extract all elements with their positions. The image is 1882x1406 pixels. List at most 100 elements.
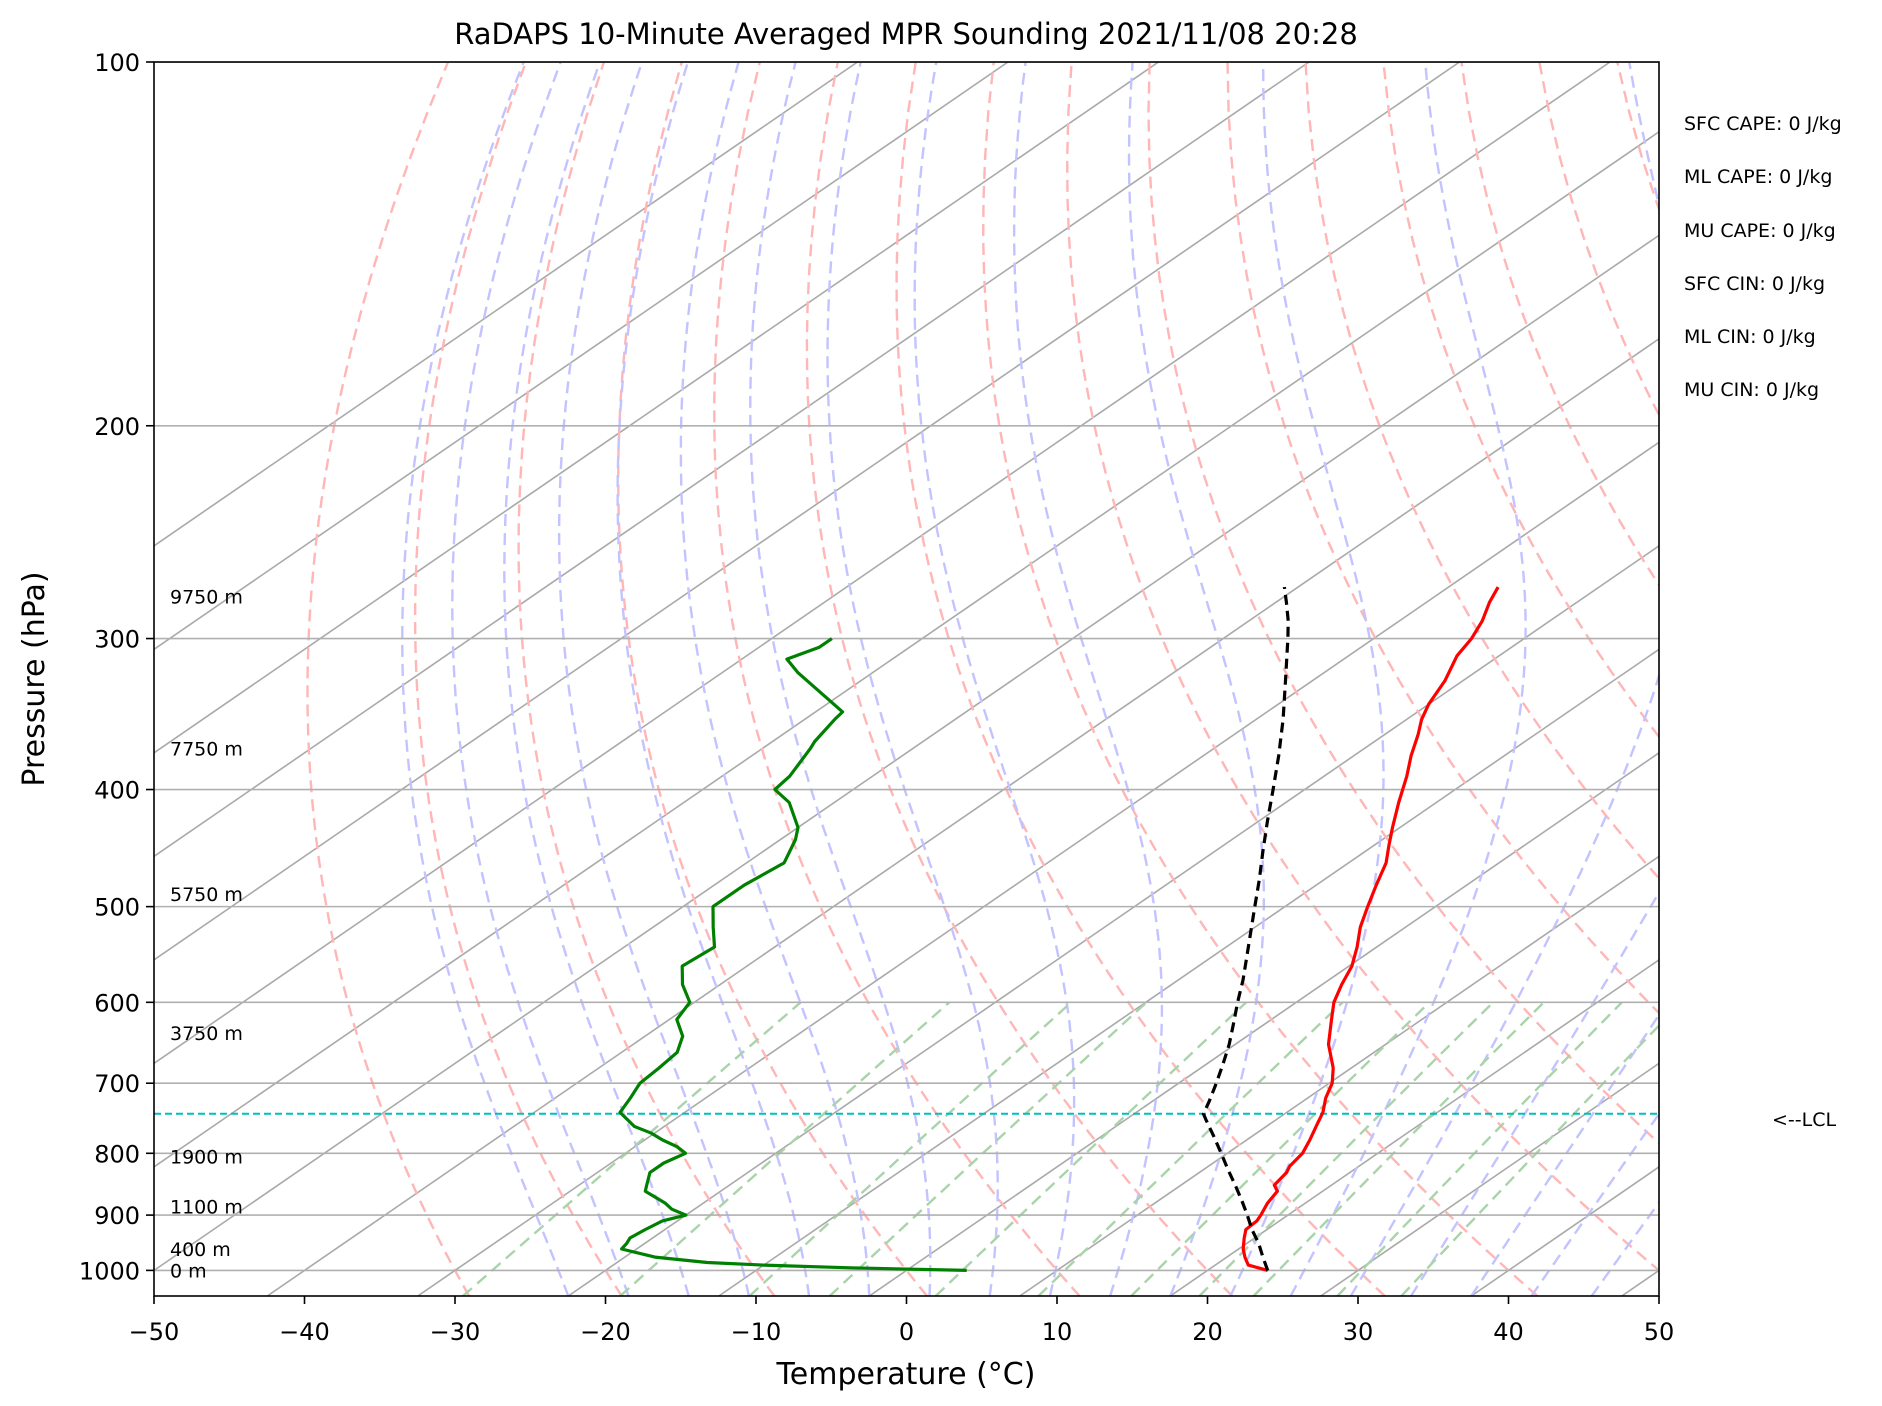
y-tick-label: 700 — [94, 1070, 140, 1098]
mu-cape-text: MU CAPE: 0 J/kg — [1684, 220, 1836, 242]
isotherm-line — [154, 130, 1659, 1168]
moist-adiabat-line — [1229, 62, 1385, 1296]
stability-indices: SFC CAPE: 0 J/kg ML CAPE: 0 J/kg MU CAPE… — [1684, 113, 1842, 401]
isotherm-line — [154, 62, 1611, 1065]
mixing-ratio-line — [1130, 1001, 1431, 1296]
isotherm-line — [154, 234, 1659, 1272]
temperature-trace — [1241, 586, 1500, 1272]
height-label: 1100 m — [170, 1196, 243, 1218]
isotherm-line — [154, 62, 1009, 651]
mixing-ratio-line — [828, 1001, 1148, 1296]
dry-adiabat-line — [616, 62, 928, 1296]
x-tick-label: 20 — [1192, 1318, 1223, 1346]
x-tick-label: −10 — [731, 1318, 782, 1346]
dry-adiabat-line — [1460, 62, 1659, 587]
isotherm-line — [1621, 1269, 1659, 1296]
x-tick-label: 10 — [1042, 1318, 1073, 1346]
x-tick-label: −30 — [430, 1318, 481, 1346]
mixing-ratio-line — [1336, 1001, 1623, 1296]
background-lines — [154, 62, 1882, 1296]
x-tick-label: 0 — [899, 1318, 914, 1346]
moist-adiabat-line — [749, 62, 932, 1296]
dry-adiabat-line — [517, 62, 776, 1296]
isotherm-line — [154, 62, 858, 547]
height-label: 0 m — [170, 1260, 207, 1282]
height-labels: 0 m 400 m 1100 m 1900 m 3750 m 5750 m 77… — [170, 587, 243, 1283]
x-tick-label: 40 — [1493, 1318, 1524, 1346]
moist-adiabat-line — [1590, 1200, 1659, 1296]
mu-cin-text: MU CIN: 0 J/kg — [1684, 379, 1819, 401]
dewpoint-trace — [618, 637, 967, 1272]
isotherm-line — [868, 751, 1659, 1296]
height-label: 1900 m — [170, 1147, 243, 1169]
isotherm-line — [417, 441, 1659, 1296]
dry-adiabat-line — [713, 62, 1081, 1296]
isotherm-line — [718, 648, 1659, 1296]
pressure-gridlines — [154, 62, 1659, 1272]
isotherm-line — [154, 62, 1159, 754]
y-tick-label: 900 — [94, 1202, 140, 1230]
moist-adiabat-line — [1127, 62, 1265, 1296]
dry-adiabat-line — [1147, 62, 1659, 1145]
dry-adiabat-line — [306, 62, 471, 1296]
y-tick-label: 1000 — [79, 1257, 140, 1285]
isotherm-line — [1019, 855, 1659, 1296]
sounding-traces — [154, 586, 1659, 1272]
mixing-ratio-line — [1198, 1001, 1495, 1296]
x-axis-ticks: −50 −40 −30 −20 −10 0 10 20 30 40 50 — [129, 1296, 1675, 1346]
y-tick-label: 600 — [94, 989, 140, 1017]
mixing-ratio-line — [748, 1001, 1073, 1296]
parcel-trace — [1201, 586, 1290, 1271]
y-tick-label: 800 — [94, 1140, 140, 1168]
lcl-label: <--LCL — [1772, 1109, 1836, 1131]
y-tick-label: 300 — [94, 626, 140, 654]
moist-adiabat-line — [679, 62, 871, 1296]
dry-adiabat-line — [1851, 62, 1882, 1296]
moist-adiabat-line — [913, 62, 1076, 1296]
moist-adiabat-line — [1349, 62, 1659, 1296]
isotherm-line — [154, 62, 1310, 858]
x-tick-label: 50 — [1644, 1318, 1675, 1346]
moist-adiabat-line — [1470, 1012, 1659, 1296]
dry-adiabat-line — [895, 62, 1386, 1296]
mixing-ratio-line — [1400, 1023, 1659, 1296]
y-tick-label: 400 — [94, 777, 140, 805]
y-axis-label: Pressure (hPa) — [17, 571, 52, 786]
mixing-ratio-line — [619, 1001, 951, 1296]
height-label: 5750 m — [170, 884, 243, 906]
dry-adiabat-line — [1382, 62, 1659, 739]
sfc-cape-text: SFC CAPE: 0 J/kg — [1684, 113, 1842, 135]
x-tick-label: −50 — [129, 1318, 180, 1346]
sfc-cin-text: SFC CIN: 0 J/kg — [1684, 273, 1825, 295]
moist-adiabat-line — [1530, 1112, 1659, 1296]
height-label: 3750 m — [170, 1023, 243, 1045]
dry-adiabat-line — [1304, 62, 1659, 881]
mixing-ratio-line — [1252, 1001, 1545, 1296]
dry-adiabat-line — [413, 62, 623, 1296]
moist-adiabat-line — [503, 62, 690, 1296]
y-tick-label: 500 — [94, 894, 140, 922]
height-label: 400 m — [170, 1239, 231, 1261]
chart-title: RaDAPS 10-Minute Averaged MPR Sounding 2… — [454, 17, 1358, 51]
isotherm-line — [1320, 1062, 1659, 1296]
y-tick-label: 200 — [94, 413, 140, 441]
moist-adiabat-line — [401, 62, 570, 1296]
dry-adiabat-line — [1226, 62, 1659, 1015]
isotherm-line — [266, 337, 1659, 1296]
height-label: 9750 m — [170, 587, 243, 609]
mixing-ratio-line — [1037, 1001, 1344, 1296]
y-axis-ticks: 100 200 300 400 500 600 700 800 900 1000 — [79, 49, 154, 1285]
ml-cape-text: ML CAPE: 0 J/kg — [1684, 166, 1832, 188]
x-tick-label: 30 — [1343, 1318, 1374, 1346]
moist-adiabat-line — [557, 62, 751, 1296]
x-tick-label: −40 — [279, 1318, 330, 1346]
moist-adiabat-line — [1410, 889, 1659, 1296]
dry-adiabat-line — [1065, 62, 1659, 1272]
y-tick-label: 100 — [94, 49, 140, 77]
isotherm-line — [154, 62, 1460, 961]
moist-adiabat-line — [616, 62, 811, 1296]
ml-cin-text: ML CIN: 0 J/kg — [1684, 326, 1816, 348]
moist-adiabat-line — [451, 62, 630, 1296]
